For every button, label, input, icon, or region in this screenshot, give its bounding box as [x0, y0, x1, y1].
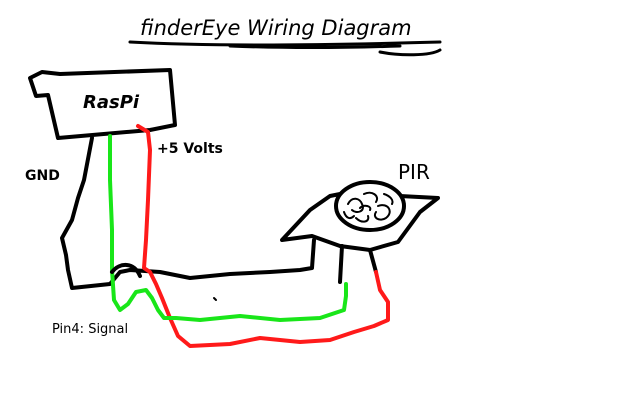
ground-wire: [60, 136, 316, 290]
power-wire: [136, 124, 390, 348]
pir-platform: [280, 188, 440, 252]
pir-dome: [334, 180, 406, 232]
ground-wire-loop: [110, 263, 142, 278]
signal-wire: [108, 134, 348, 322]
signal-label: Pin4: Signal: [52, 322, 129, 337]
pir-label: PIR: [398, 160, 430, 184]
stray-mark: [213, 297, 217, 301]
page-title: finderEye Wiring Diagram: [140, 16, 412, 40]
raspi-board-outline: [28, 68, 177, 140]
pir-leg-left: [338, 244, 344, 284]
ground-label: GND: [25, 168, 60, 184]
raspi-label: RasPi: [83, 92, 140, 113]
title-underline: [128, 40, 442, 57]
pir-leg-right: [368, 248, 378, 274]
power-label: +5 Volts: [157, 141, 223, 157]
